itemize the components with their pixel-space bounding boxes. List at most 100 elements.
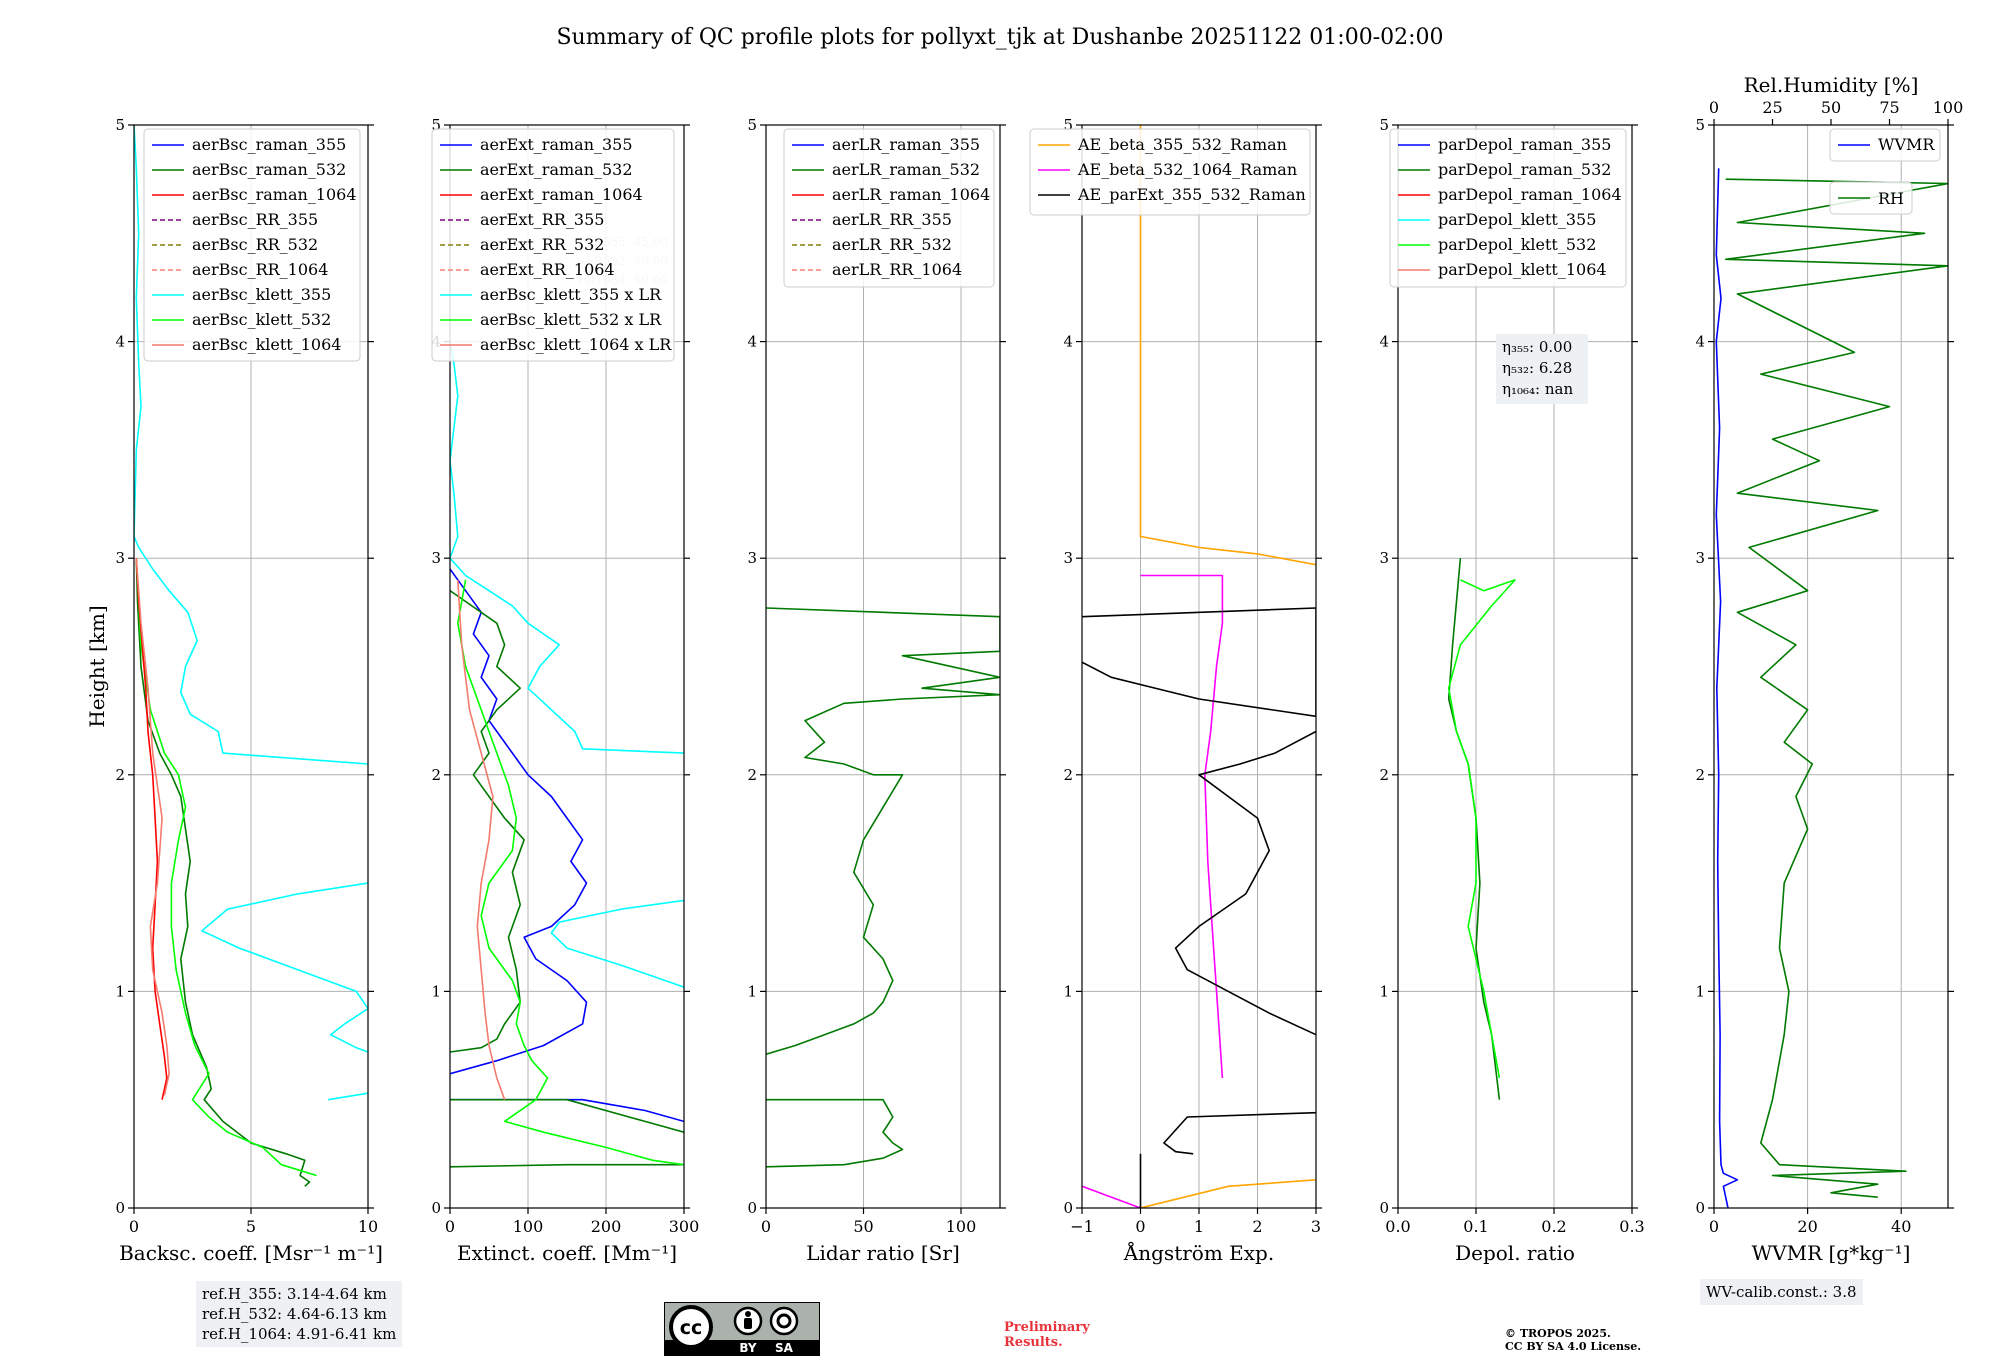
series-line-aerBsc_klett_532 x LR bbox=[456, 579, 684, 1166]
series-line-aerBsc_raman_532 bbox=[135, 558, 311, 1187]
series-line-AE_beta_532_1064_Raman bbox=[1140, 574, 1224, 1079]
copyright-line-2: CC BY SA 4.0 License. bbox=[1505, 1340, 1642, 1353]
series-line-AE_beta_355_532_Raman_low bbox=[1140, 1179, 1316, 1208]
x-tick-label: −1 bbox=[1070, 1217, 1094, 1236]
axes-frame bbox=[765, 124, 1001, 1209]
ref-height-1064: ref.H_1064: 4.91-6.41 km bbox=[202, 1325, 397, 1343]
legend-label: aerBsc_klett_355 x LR bbox=[480, 285, 662, 304]
series-line-aerBsc_klett_532 bbox=[135, 558, 317, 1177]
y-tick-label: 1 bbox=[115, 982, 125, 1000]
series-line-parDepol_raman_532 bbox=[1447, 558, 1501, 1100]
legend-label: aerExt_raman_532 bbox=[480, 160, 633, 179]
x-tick-label: 0 bbox=[761, 1217, 771, 1236]
x-axis-label: Depol. ratio bbox=[1455, 1241, 1575, 1265]
legend-box bbox=[783, 128, 995, 288]
legend-label: aerExt_RR_355 bbox=[480, 210, 604, 229]
legend-label: aerLR_raman_532 bbox=[832, 160, 980, 179]
y-tick-label: 1 bbox=[1063, 982, 1073, 1000]
legend-label: aerBsc_RR_355 bbox=[192, 210, 318, 229]
series-line-AE_parExt_355_532_Raman_low bbox=[1163, 1111, 1316, 1155]
y-tick-label: 5 bbox=[1379, 116, 1389, 134]
y-tick-label: 0 bbox=[431, 1199, 441, 1217]
x-tick-label: 0.3 bbox=[1619, 1217, 1644, 1236]
legend-label: aerLR_RR_532 bbox=[832, 235, 952, 254]
legend-label: aerBsc_raman_1064 bbox=[192, 185, 357, 204]
legend-label: aerBsc_raman_355 bbox=[192, 135, 346, 154]
legend-label: aerExt_raman_355 bbox=[480, 135, 633, 154]
y-tick-label: 0 bbox=[115, 1199, 125, 1217]
legend-label: aerBsc_klett_355 bbox=[192, 285, 331, 304]
x-tick-label: 2 bbox=[1252, 1217, 1262, 1236]
eta-label: η₅₃₂: 6.28 bbox=[1502, 359, 1572, 377]
series-line-RH bbox=[1724, 178, 1948, 1198]
cc-license-badge: cc BY SA bbox=[664, 1302, 820, 1356]
y-tick-label: 3 bbox=[747, 549, 757, 567]
y-tick-label: 2 bbox=[1695, 766, 1705, 784]
legend-label: aerBsc_raman_532 bbox=[192, 160, 346, 179]
x2-tick-label: 75 bbox=[1879, 98, 1899, 117]
panel-extinction: 0100200300012345Extinct. coeff. [Mm⁻¹]LR… bbox=[431, 116, 699, 1265]
x-tick-label: 100 bbox=[946, 1217, 977, 1236]
y-tick-label: 1 bbox=[747, 982, 757, 1000]
x-tick-label: 300 bbox=[669, 1217, 700, 1236]
series-line-aerExt_raman_532_base bbox=[450, 1163, 684, 1168]
series-line-aerLR_raman_532 bbox=[766, 607, 1000, 1055]
preliminary-line-2: Results. bbox=[1004, 1335, 1063, 1350]
x-tick-label: 0.1 bbox=[1463, 1217, 1488, 1236]
eta-box bbox=[1496, 334, 1588, 404]
series-line-AE_parExt_355_532_Raman bbox=[1082, 607, 1316, 718]
y-tick-label: 2 bbox=[115, 766, 125, 784]
series-line-WVMR bbox=[1715, 168, 1739, 1208]
cc-circle-icon bbox=[669, 1305, 713, 1349]
wv-calibration-box: WV-calib.const.: 3.8 bbox=[1700, 1279, 1863, 1305]
x-tick-label: 0 bbox=[129, 1217, 139, 1236]
y-tick-label: 5 bbox=[747, 116, 757, 134]
legend-label: AE_beta_532_1064_Raman bbox=[1077, 160, 1297, 179]
reference-heights-box: ref.H_355: 3.14-4.64 km ref.H_532: 4.64-… bbox=[196, 1281, 403, 1347]
series-line-AE_parExt_355_532_Raman_mid bbox=[1174, 730, 1316, 1036]
y-tick-label: 2 bbox=[747, 766, 757, 784]
x2-tick-label: 25 bbox=[1762, 98, 1782, 117]
legend-label: RH bbox=[1878, 189, 1904, 208]
y-tick-label: 5 bbox=[1063, 116, 1073, 134]
series-group bbox=[1082, 125, 1316, 1208]
y-tick-label: 3 bbox=[115, 549, 125, 567]
x-tick-label: 0.2 bbox=[1541, 1217, 1566, 1236]
x-axis-label: Ångström Exp. bbox=[1123, 1240, 1274, 1265]
y-tick-label: 0 bbox=[1379, 1199, 1389, 1217]
legend-label: aerLR_raman_355 bbox=[832, 135, 980, 154]
axes-frame bbox=[449, 124, 685, 1209]
panel-lidar_ratio: 0 50 100 0 1 2 3 4 5 Lidar ratio [Sr] aerLR_raman_… bbox=[747, 116, 1006, 1265]
series-line-AE_beta_355_532_Raman bbox=[1139, 125, 1316, 566]
legend-label: parDepol_klett_532 bbox=[1438, 235, 1596, 254]
x-tick-label: 200 bbox=[591, 1217, 622, 1236]
x-tick-label: 0 bbox=[1709, 1217, 1719, 1236]
series-line-aerBsc_klett_355 x LR low bbox=[550, 899, 684, 988]
series-line-aerBsc_klett_1064 x LR bbox=[457, 579, 506, 1100]
series-group bbox=[766, 607, 1000, 1168]
legend-label: aerLR_RR_355 bbox=[832, 210, 952, 229]
panel-backscatter: 0 5 10 0 1 2 3 4 5 Backsc. coeff. [Msr⁻¹ m⁻¹] Heig… bbox=[85, 116, 383, 1265]
y-tick-label: 4 bbox=[1695, 333, 1705, 351]
y-tick-label: 2 bbox=[1063, 766, 1073, 784]
y-tick-label: 4 bbox=[1379, 333, 1389, 351]
legend-label: aerBsc_RR_532 bbox=[192, 235, 318, 254]
y-tick-label: 5 bbox=[431, 116, 441, 134]
ref-height-532: ref.H_532: 4.64-6.13 km bbox=[202, 1305, 387, 1323]
x-tick-label: 0 bbox=[445, 1217, 455, 1236]
legend-label: parDepol_klett_355 bbox=[1438, 210, 1596, 229]
series-line-AE_beta_532_1064_Raman_low bbox=[1082, 1185, 1141, 1208]
x-tick-label: 100 bbox=[513, 1217, 544, 1236]
y-tick-label: 5 bbox=[115, 116, 125, 134]
x-tick-label: 1 bbox=[1194, 1217, 1204, 1236]
y-tick-label: 1 bbox=[431, 982, 441, 1000]
series-line-aerExt_raman_355_low bbox=[450, 1098, 684, 1123]
x-tick-label: 0 bbox=[1135, 1217, 1145, 1236]
x-tick-label: 3 bbox=[1311, 1217, 1321, 1236]
y-tick-label: 0 bbox=[1695, 1199, 1705, 1217]
preliminary-results-note: Preliminary Results. bbox=[1004, 1320, 1090, 1350]
legend-label: parDepol_raman_532 bbox=[1438, 160, 1611, 179]
x-tick-label: 40 bbox=[1891, 1217, 1911, 1236]
legend-label: aerExt_RR_532 bbox=[480, 235, 604, 254]
